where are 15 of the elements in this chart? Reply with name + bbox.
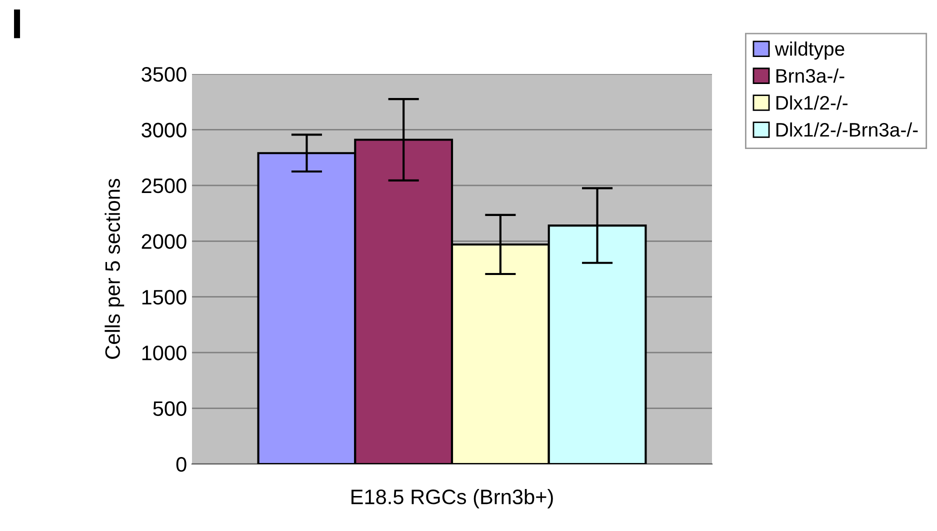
y-tick-label: 0 <box>176 457 186 472</box>
y-tick-label: 3000 <box>142 122 186 138</box>
y-tick-label: 2000 <box>142 234 186 249</box>
legend-label: Brn3a-/- <box>776 68 844 83</box>
legend-label: wildtype <box>774 42 844 60</box>
legend-label: Dlx1/2-/-Brn3a-/- <box>776 122 918 137</box>
y-tick-label: 1500 <box>142 290 186 305</box>
x-tick-label: E18.5 RGCs (Brn3b+) <box>352 489 553 508</box>
y-tick-label: 2500 <box>142 178 186 194</box>
y-tick-label: 500 <box>153 401 186 416</box>
text: I <box>14 9 20 38</box>
y-axis-title: Cells per 5 sections <box>104 178 124 359</box>
y-tick-label: 3500 <box>142 67 186 82</box>
y-tick-label: 1000 <box>142 346 186 360</box>
legend-label: Dlx1/2-/- <box>776 95 848 110</box>
